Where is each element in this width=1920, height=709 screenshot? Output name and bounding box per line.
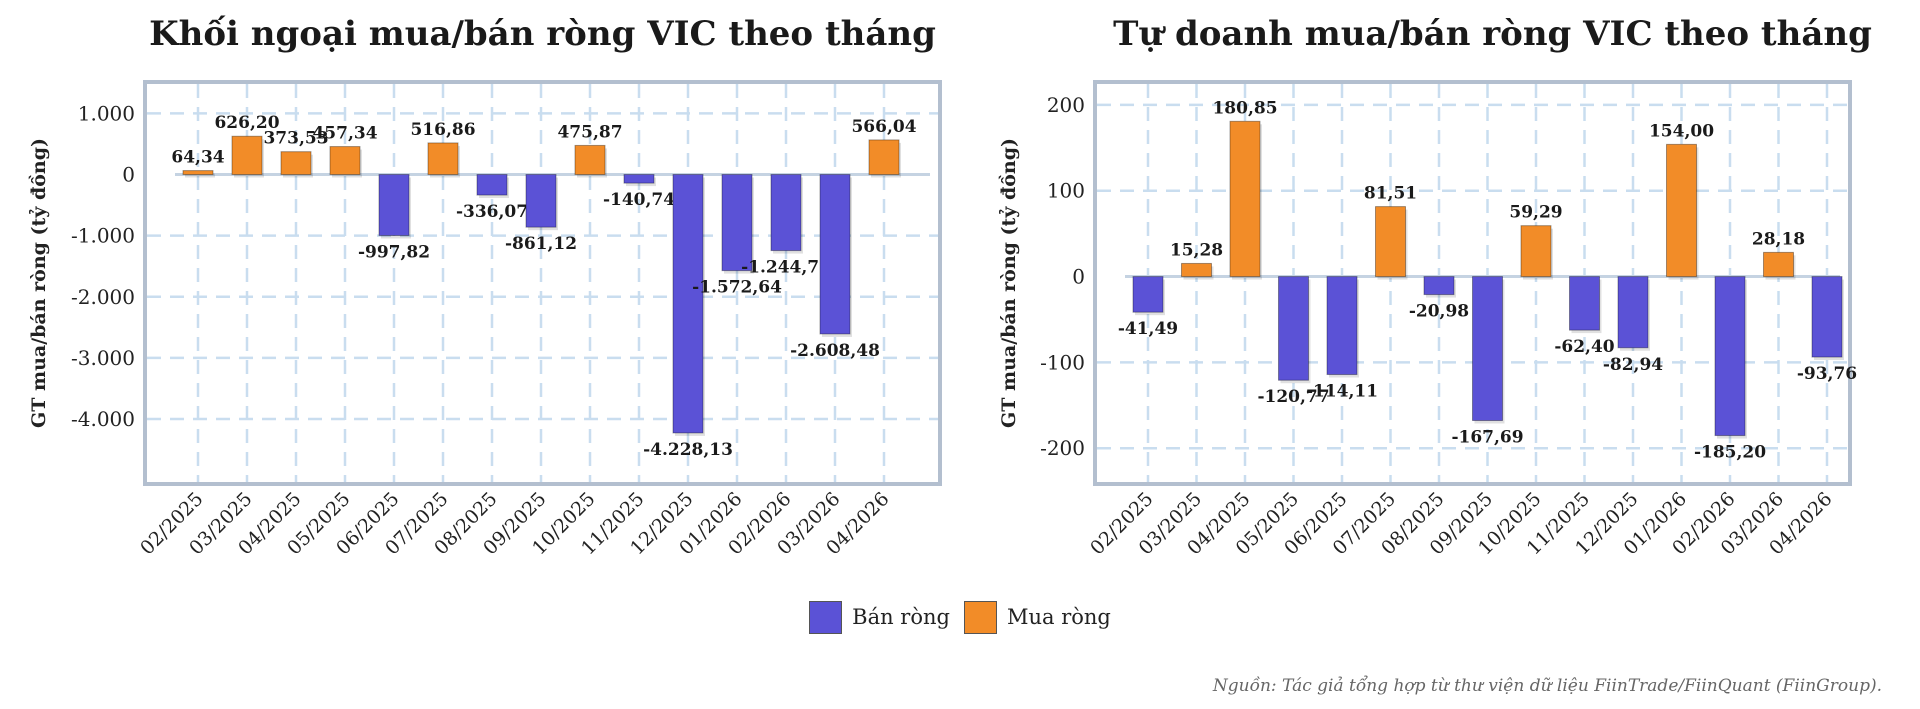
foreign-net-chart: 1.000 0 -1.000 -2.000 -3.000 -4.000 GT mua/bán…	[28, 80, 942, 559]
proprietary-data-label: -167,69	[1451, 428, 1523, 448]
proprietary-bar	[1520, 225, 1552, 278]
proprietary-y-tick-label: -200	[1040, 436, 1085, 460]
foreign-bar	[378, 174, 410, 236]
proprietary-data-label: 15,28	[1170, 240, 1223, 260]
proprietary-data-label: -20,98	[1409, 302, 1469, 322]
proprietary-data-label: 59,29	[1509, 203, 1562, 223]
foreign-bar	[231, 135, 263, 176]
foreign-data-label: 373,53	[263, 129, 328, 149]
foreign-bar	[525, 174, 557, 228]
foreign-bar	[868, 139, 900, 176]
proprietary-data-label: -82,94	[1603, 355, 1663, 375]
foreign-y-tick-label: -1.000	[71, 224, 135, 248]
foreign-bar	[476, 174, 508, 196]
proprietary-bar	[1181, 262, 1212, 278]
foreign-plot-frame	[143, 80, 942, 486]
proprietary-bar	[1714, 276, 1746, 437]
foreign-data-label: 457,34	[312, 124, 377, 144]
foreign-data-label: 516,86	[410, 120, 475, 140]
foreign-data-label: -4.228,13	[643, 440, 733, 460]
legend-item-sell: Bán ròng	[809, 600, 950, 634]
foreign-data-label: -997,82	[358, 242, 430, 262]
foreign-data-label: 475,87	[557, 122, 622, 142]
proprietary-bar	[1132, 276, 1164, 313]
proprietary-bar	[1617, 276, 1649, 349]
proprietary-data-label: -120,77	[1257, 387, 1329, 407]
proprietary-bar	[1569, 276, 1600, 331]
proprietary-data-label: -185,20	[1694, 443, 1766, 463]
proprietary-bar	[1666, 143, 1697, 278]
foreign-bar	[280, 151, 312, 176]
proprietary-data-label: -114,11	[1306, 382, 1378, 402]
foreign-bar	[574, 144, 606, 176]
proprietary-bar	[1326, 276, 1358, 376]
proprietary-data-label: -62,40	[1554, 337, 1614, 357]
proprietary-bar	[1375, 206, 1406, 278]
proprietary-bar	[1229, 120, 1261, 278]
foreign-bar-shadow	[185, 173, 215, 178]
foreign-bar	[819, 174, 851, 335]
foreign-data-label: 64,34	[171, 148, 224, 168]
proprietary-bar	[1811, 276, 1843, 358]
proprietary-y-tick-label: 200	[1047, 93, 1085, 117]
foreign-bar	[329, 146, 361, 176]
legend-swatch-sell	[809, 600, 843, 634]
proprietary-bar	[1423, 276, 1455, 296]
foreign-bar	[721, 174, 753, 272]
proprietary-data-label: 180,85	[1212, 98, 1277, 118]
proprietary-data-label: 154,00	[1649, 121, 1714, 141]
foreign-data-label: -861,12	[505, 234, 577, 254]
foreign-bar	[672, 174, 704, 434]
foreign-bar	[427, 142, 459, 176]
legend-swatch-buy	[963, 600, 997, 634]
proprietary-data-label: 81,51	[1364, 184, 1417, 204]
foreign-y-axis-label: GT mua/bán ròng (tỷ đồng)	[28, 138, 50, 428]
foreign-chart-title: Khối ngoại mua/bán ròng VIC theo tháng	[149, 14, 936, 54]
proprietary-bar	[1278, 276, 1309, 381]
chart-legend: Bán ròng Mua ròng	[0, 597, 1920, 637]
proprietary-y-tick-label: -100	[1040, 350, 1085, 374]
proprietary-y-tick-label: 0	[1072, 265, 1085, 289]
source-note: Nguồn: Tác giả tổng hợp từ thư viện dữ l…	[1212, 676, 1882, 696]
proprietary-bar	[1472, 276, 1503, 422]
proprietary-data-label: 28,18	[1752, 229, 1805, 249]
proprietary-y-axis-label: GT mua/bán ròng (tỷ đồng)	[998, 138, 1020, 428]
foreign-data-label: -140,74	[603, 190, 675, 210]
proprietary-net-chart: 200 100 0 -100 -200 GT mua/bán ròng (tỷ đồng)…	[998, 80, 1857, 559]
foreign-data-label: -1.244,71	[741, 258, 831, 278]
legend-label-buy: Mua ròng	[1006, 605, 1111, 629]
foreign-data-label: -336,07	[456, 202, 528, 222]
foreign-bar	[623, 174, 655, 184]
foreign-y-tick-label: -4.000	[71, 407, 135, 431]
foreign-data-label: -2.608,48	[790, 341, 880, 361]
foreign-y-tick-label: -3.000	[71, 346, 135, 370]
proprietary-chart-title: Tự doanh mua/bán ròng VIC theo tháng	[1113, 14, 1872, 54]
proprietary-data-label: -41,49	[1118, 319, 1178, 339]
foreign-y-tick-label: 0	[122, 163, 135, 187]
proprietary-data-label: -93,76	[1797, 364, 1857, 384]
foreign-data-label: 626,20	[214, 113, 279, 133]
foreign-bar	[182, 170, 214, 176]
proprietary-bar	[1763, 251, 1794, 278]
foreign-data-label: 566,04	[851, 117, 916, 137]
proprietary-y-tick-label: 100	[1047, 179, 1085, 203]
foreign-y-tick-label: -2.000	[71, 285, 135, 309]
foreign-data-label: -1.572,64	[692, 278, 782, 298]
foreign-y-tick-label: 1.000	[78, 101, 135, 125]
legend-label-sell: Bán ròng	[852, 605, 950, 629]
foreign-bar	[770, 174, 802, 252]
legend-item-buy: Mua ròng	[963, 600, 1111, 634]
